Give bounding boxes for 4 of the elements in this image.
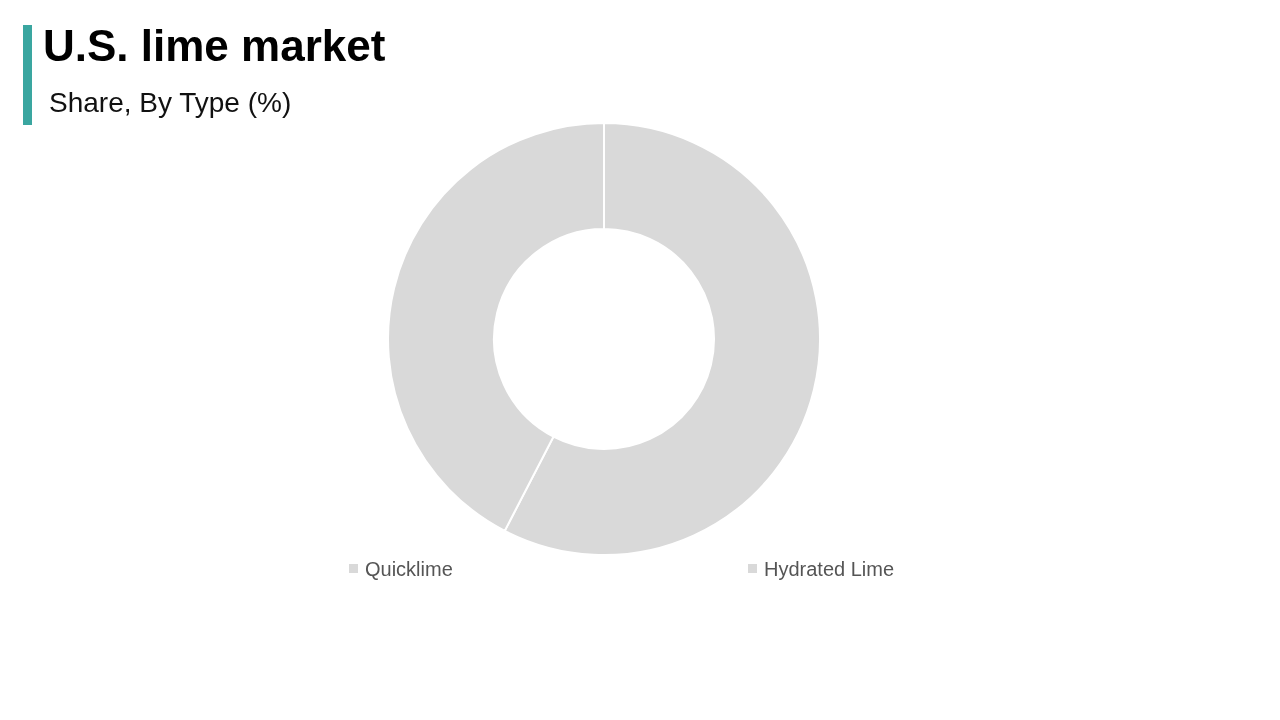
legend-label: Hydrated Lime — [764, 558, 895, 580]
chart-title: U.S. lime market — [43, 21, 386, 70]
legend-label: Quicklime — [365, 558, 453, 580]
chart-subtitle: Share, By Type (%) — [49, 87, 292, 118]
